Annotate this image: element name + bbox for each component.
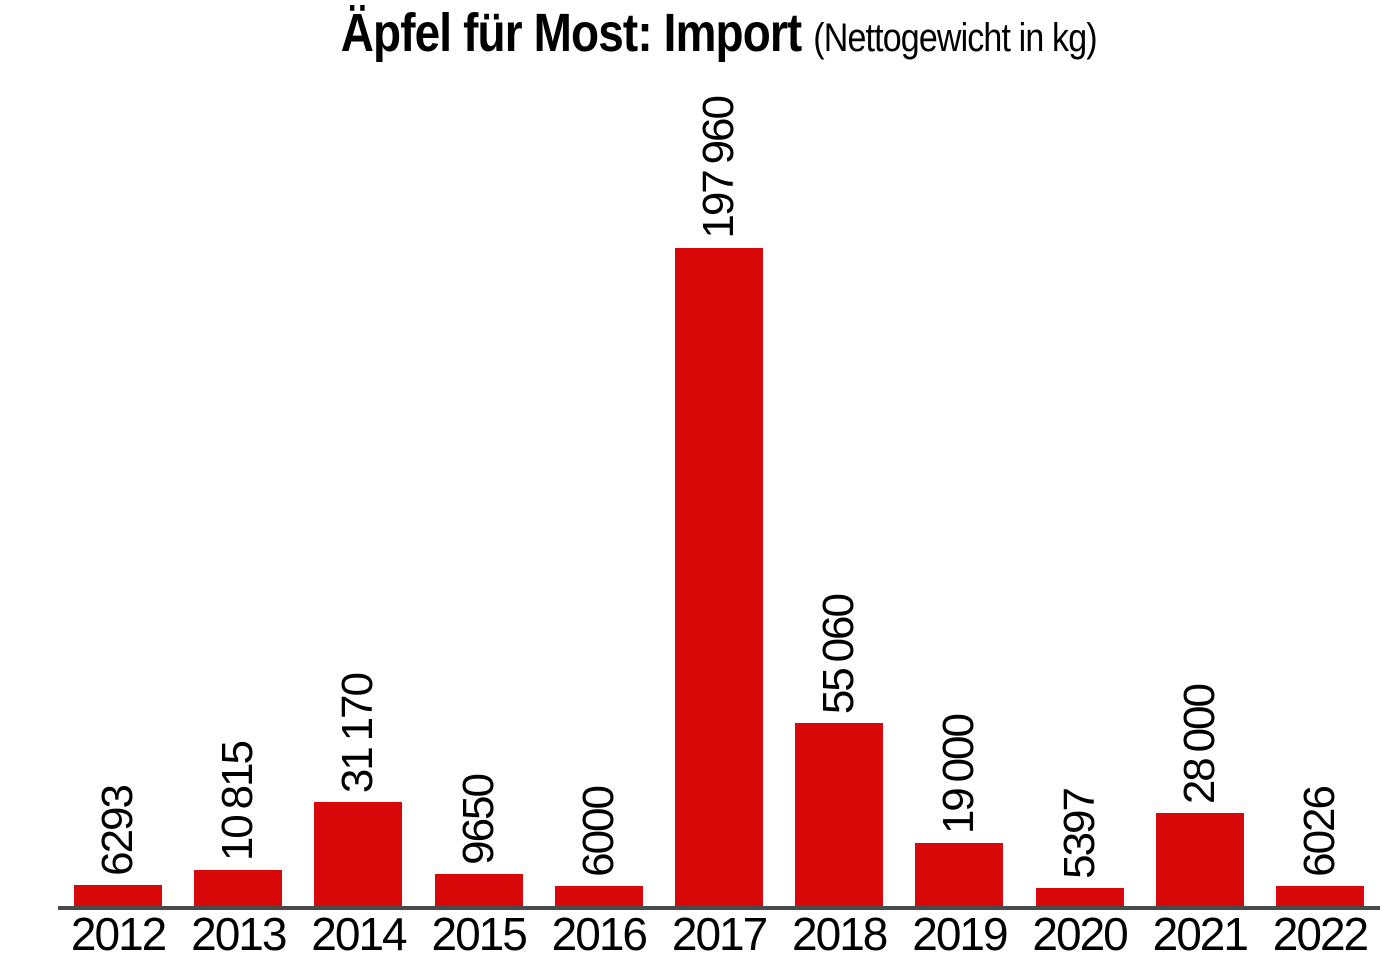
bar-value-label: 9650 (453, 775, 503, 865)
bar-column-2013: 10 815 (178, 0, 298, 906)
bar-column-2018: 55 060 (779, 0, 899, 906)
bar-2014 (314, 802, 403, 906)
bar-2013 (194, 870, 283, 906)
x-tick-label: 2020 (1032, 908, 1128, 960)
bar-value-label: 55 060 (814, 594, 864, 714)
bar-value-label: 6293 (93, 786, 143, 876)
x-tick-label: 2017 (671, 908, 768, 960)
x-axis-tick-row: 2012 2013 2014 2015 2016 2017 2018 2019 2020 2021… (58, 911, 1380, 957)
bar-column-2015: 9650 (419, 0, 539, 906)
plot-area: 6293 10 815 31 170 9650 6000 197 960 55 060 19 … (58, 0, 1380, 910)
bar-column-2020: 5397 (1020, 0, 1140, 906)
bar-2017 (675, 248, 764, 906)
bar-value-label: 6026 (1294, 787, 1344, 877)
bar-2020 (1035, 888, 1124, 906)
bar-column-2019: 19 000 (899, 0, 1019, 906)
x-tick-label: 2016 (551, 908, 648, 960)
bar-value-label: 6000 (573, 787, 623, 877)
x-tick-label: 2012 (70, 908, 167, 960)
bar-column-2017: 197 960 (659, 0, 779, 906)
x-tick-label: 2015 (431, 908, 527, 960)
x-tick-label: 2018 (792, 908, 888, 960)
chart-title-subtitle: (Nettogewicht in kg) (813, 16, 1098, 60)
chart-title-inner: Äpfel für Most: Import (Nettogewicht in k… (340, 2, 1098, 64)
bar-value-label: 5397 (1054, 789, 1104, 879)
bar-2012 (74, 885, 163, 906)
chart-title-main: Äpfel für Most: Import (340, 3, 803, 63)
bar-value-label: 10 815 (213, 741, 263, 861)
chart-title: Äpfel für Most: Import (Nettogewicht in k… (58, 2, 1380, 64)
bar-2018 (795, 723, 884, 906)
bar-value-label: 19 000 (934, 714, 984, 834)
bar-column-2021: 28 000 (1140, 0, 1260, 906)
bar-2019 (915, 843, 1004, 906)
bar-2015 (434, 874, 523, 906)
bar-2016 (554, 886, 643, 906)
bar-2022 (1275, 886, 1364, 906)
bar-column-2016: 6000 (539, 0, 659, 906)
bar-column-2014: 31 170 (298, 0, 418, 906)
bar-value-label: 197 960 (694, 97, 744, 239)
bar-2021 (1155, 813, 1244, 906)
x-tick-label: 2019 (912, 908, 1008, 960)
bar-column-2022: 6026 (1260, 0, 1380, 906)
bar-column-2012: 6293 (58, 0, 178, 906)
x-tick-label: 2022 (1272, 908, 1369, 960)
bar-value-label: 28 000 (1174, 684, 1224, 804)
x-tick-label: 2021 (1152, 908, 1249, 960)
x-tick-label: 2013 (191, 908, 287, 960)
x-tick-label: 2014 (311, 908, 407, 960)
bar-value-label: 31 170 (333, 673, 383, 793)
